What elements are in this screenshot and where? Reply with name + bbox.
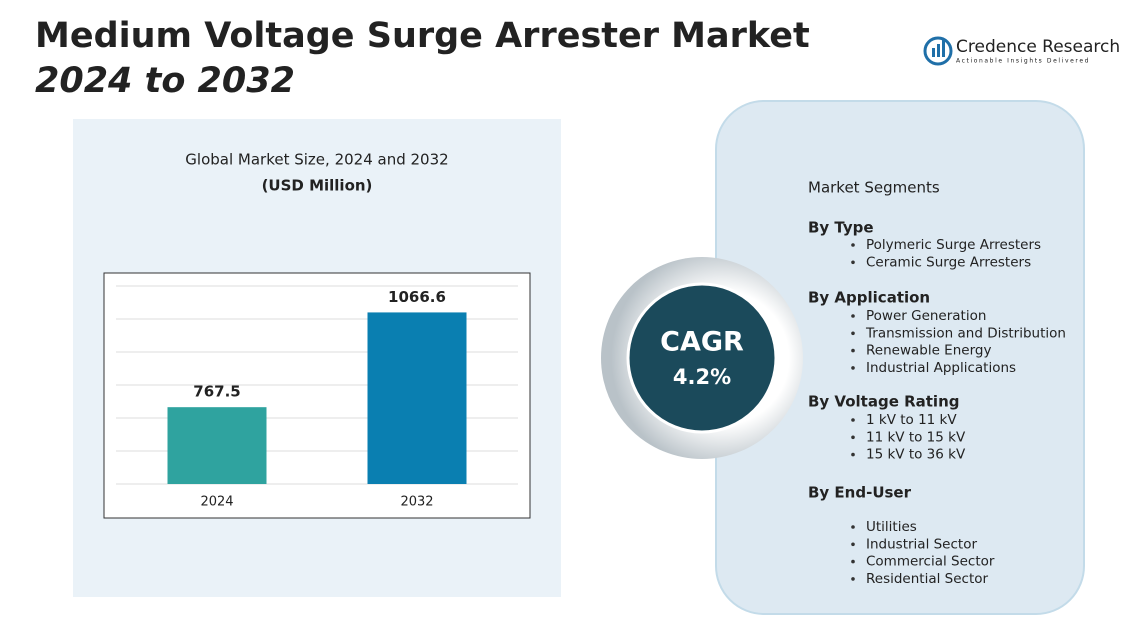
cagr-value: 4.2% [673,365,731,389]
bullet [851,260,855,265]
logo-icon [937,44,940,57]
segment-item: Commercial Sector [866,554,995,570]
bullet [851,525,855,529]
cagr-circle [626,282,778,434]
subtitle: 2024 to 2032 [35,61,295,101]
segment-heading: By Type [808,219,874,237]
title: Medium Voltage Surge Arrester Market [35,16,810,56]
segment-heading: By End-User [808,484,912,502]
segment-item: Ceramic Surge Arresters [866,254,1031,270]
logo-tagline: Actionable Insights Delivered [956,58,1090,65]
segment-item: Polymeric Surge Arresters [866,237,1041,253]
x-tick-label: 2032 [400,495,433,510]
bullet [851,314,855,318]
value-label: 1066.6 [388,288,446,306]
segment-item: Residential Sector [866,571,989,587]
chart-subtitle: (USD Million) [262,177,373,195]
segment-item: Industrial Applications [866,360,1016,376]
segment-item: Industrial Sector [866,536,977,552]
segment-item: Transmission and Distribution [865,325,1066,341]
logo: Credence Research Actionable Insights De… [923,36,1120,66]
x-tick-label: 2024 [200,495,233,510]
bullet [851,418,855,422]
bullet [851,452,855,457]
bullet [851,366,855,370]
value-label: 767.5 [193,383,240,401]
logo-name: Credence Research [956,37,1120,57]
logo-icon [923,36,953,66]
segment-heading: By Application [808,289,930,307]
bar [367,312,467,484]
segment-item: 15 kV to 36 kV [866,447,966,463]
logo-icon [932,48,935,57]
bullet [851,348,855,353]
segment-item: Utilities [866,519,917,535]
segment-heading: By Voltage Rating [808,393,960,411]
bullet [851,542,855,547]
segments-title: Market Segments [808,179,940,197]
bullet [851,331,855,336]
bullet [851,577,855,581]
segment-item: 1 kV to 11 kV [866,412,957,428]
segment-item: 11 kV to 15 kV [866,429,966,445]
segment-item: Renewable Energy [866,343,991,359]
segment-item: Power Generation [866,308,986,324]
bullet [851,243,855,247]
bar [167,407,267,484]
logo-icon [942,40,945,57]
bullet [851,559,855,564]
chart-title: Global Market Size, 2024 and 2032 [185,151,448,169]
cagr-label: CAGR [660,327,744,358]
bullet [851,435,855,440]
